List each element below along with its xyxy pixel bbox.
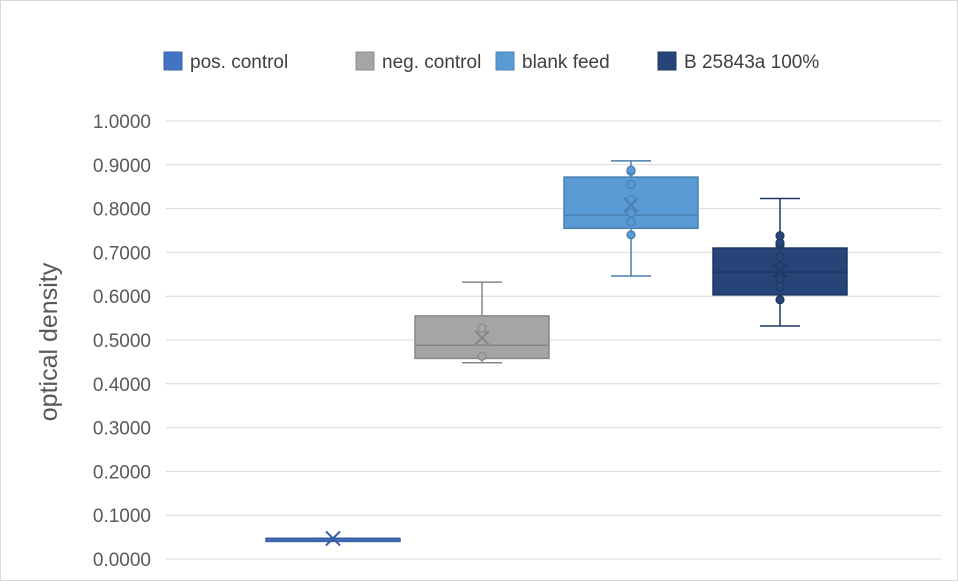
y-tick-label: 0.0000 (93, 550, 151, 571)
gridlines (166, 120, 941, 560)
box-series (712, 197, 848, 327)
legend-swatch (355, 51, 375, 71)
box-series (563, 160, 699, 277)
data-point (775, 231, 785, 241)
data-point (626, 179, 636, 190)
legend-swatch (163, 51, 183, 71)
box-series (265, 530, 401, 547)
legend-entry-label: neg. control (382, 52, 481, 73)
box-series (414, 281, 550, 364)
mean-marker (325, 530, 341, 547)
y-tick-label: 0.6000 (93, 287, 151, 308)
legend-entry-label: pos. control (190, 52, 288, 73)
data-point (626, 208, 636, 218)
y-tick-label: 0.9000 (93, 156, 151, 177)
data-point (477, 351, 487, 361)
data-point (775, 295, 785, 305)
y-tick-label: 0.8000 (93, 200, 151, 221)
data-point (626, 217, 636, 227)
data-point (626, 230, 636, 240)
y-tick-label: 1.0000 (93, 112, 151, 133)
y-tick-label: 0.1000 (93, 506, 151, 527)
mean-marker (772, 263, 788, 279)
y-tick-label: 0.7000 (93, 243, 151, 264)
data-point (775, 274, 785, 284)
mean-marker (474, 330, 490, 346)
y-tick-label: 0.4000 (93, 375, 151, 396)
data-point (775, 252, 785, 262)
y-tick-label: 0.2000 (93, 462, 151, 483)
y-axis-label: optical density (35, 262, 63, 421)
legend-entry-label: B 25843a 100% (684, 52, 819, 73)
data-point (477, 323, 487, 333)
legend-swatch (495, 51, 515, 71)
legend-swatch (657, 51, 677, 71)
data-point (626, 165, 636, 175)
y-tick-label: 0.3000 (93, 419, 151, 440)
legend-entry-label: blank feed (522, 52, 610, 73)
y-axis-ticks: 0.0000 0.1000 0.2000 0.3000 0.4000 0.5000 0.60… (93, 112, 151, 571)
mean-marker (623, 197, 639, 213)
y-tick-label: 0.5000 (93, 331, 151, 352)
box-series-group (265, 160, 848, 547)
legend: pos. control neg. control blank feed B 2584… (163, 51, 819, 73)
data-point (775, 281, 785, 292)
